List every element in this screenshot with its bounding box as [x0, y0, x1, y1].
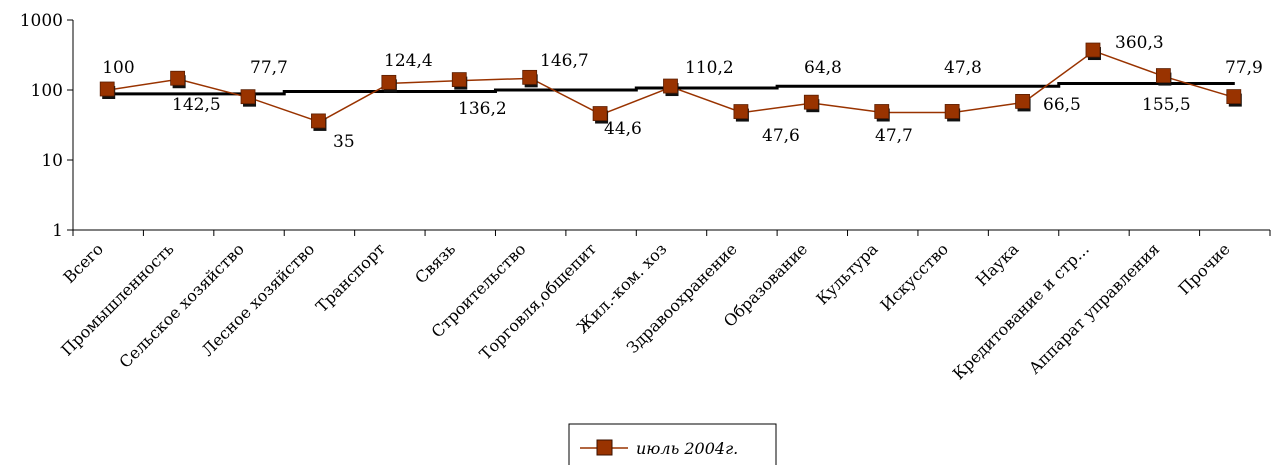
series-group: [99, 42, 1242, 131]
category-label: Транспорт: [312, 239, 389, 316]
data-label: 142,5: [172, 95, 221, 115]
data-point: [170, 70, 186, 86]
data-point: [381, 74, 397, 90]
category-label: Искусство: [876, 239, 951, 314]
trendline: [108, 81, 1235, 96]
data-point: [1226, 89, 1242, 104]
data-point: [874, 104, 890, 119]
data-label: 124,4: [384, 51, 433, 71]
category-label: Культура: [812, 239, 881, 308]
data-label: 110,2: [685, 58, 734, 78]
data-point: [733, 104, 749, 119]
legend-marker: [596, 439, 613, 456]
data-label: 155,5: [1142, 95, 1191, 115]
data-label: 47,8: [944, 58, 982, 78]
data-labels: 100 142,5 77,7 35 124,4 136,2 146,7 44,6 110,2 47…: [102, 33, 1263, 152]
data-point: [99, 81, 115, 97]
y-tick-label: 10: [41, 151, 63, 171]
data-point: [451, 72, 467, 88]
data-point: [1155, 68, 1171, 83]
data-label: 136,2: [458, 99, 507, 119]
data-label: 66,5: [1043, 95, 1081, 115]
category-label: Сельское хозяйство: [115, 239, 247, 371]
data-label: 77,9: [1225, 58, 1263, 78]
data-point: [944, 104, 960, 119]
data-label: 77,7: [250, 58, 288, 78]
legend-label: июль 2004г.: [636, 439, 738, 458]
data-label: 47,6: [762, 126, 800, 146]
data-point: [522, 69, 538, 85]
data-label: 47,7: [875, 126, 913, 146]
y-tick-label: 100: [31, 81, 63, 101]
category-label: Всего: [60, 239, 108, 287]
data-point: [803, 94, 819, 110]
data-point: [311, 113, 326, 129]
x-axis-ticks: [72, 230, 1271, 236]
y-tick-label: 1000: [20, 11, 63, 31]
category-label: Торговля,общепит: [476, 239, 600, 363]
category-label: Связь: [411, 239, 459, 287]
data-point: [1085, 42, 1101, 58]
trendline-group: [108, 81, 1235, 96]
data-label: 146,7: [540, 51, 589, 71]
y-tick-label: 1: [52, 221, 63, 241]
data-label: 44,6: [604, 119, 642, 139]
y-axis-ticks: 1 10 100 1000: [20, 11, 73, 241]
legend: июль 2004г.: [568, 423, 777, 465]
data-label: 64,8: [804, 58, 842, 78]
category-label: Прочие: [1175, 239, 1234, 298]
category-label: Кредитование и стр...: [949, 239, 1093, 383]
data-point: [592, 106, 608, 121]
category-label: Наука: [972, 239, 1023, 290]
data-point: [240, 89, 256, 105]
data-point: [1015, 94, 1030, 109]
axes: [72, 20, 1270, 231]
data-label: 35: [333, 132, 355, 152]
category-label: Аппарат управления: [1025, 239, 1163, 377]
data-point: [663, 78, 678, 94]
data-label: 360,3: [1115, 33, 1164, 53]
data-label: 100: [102, 58, 134, 78]
